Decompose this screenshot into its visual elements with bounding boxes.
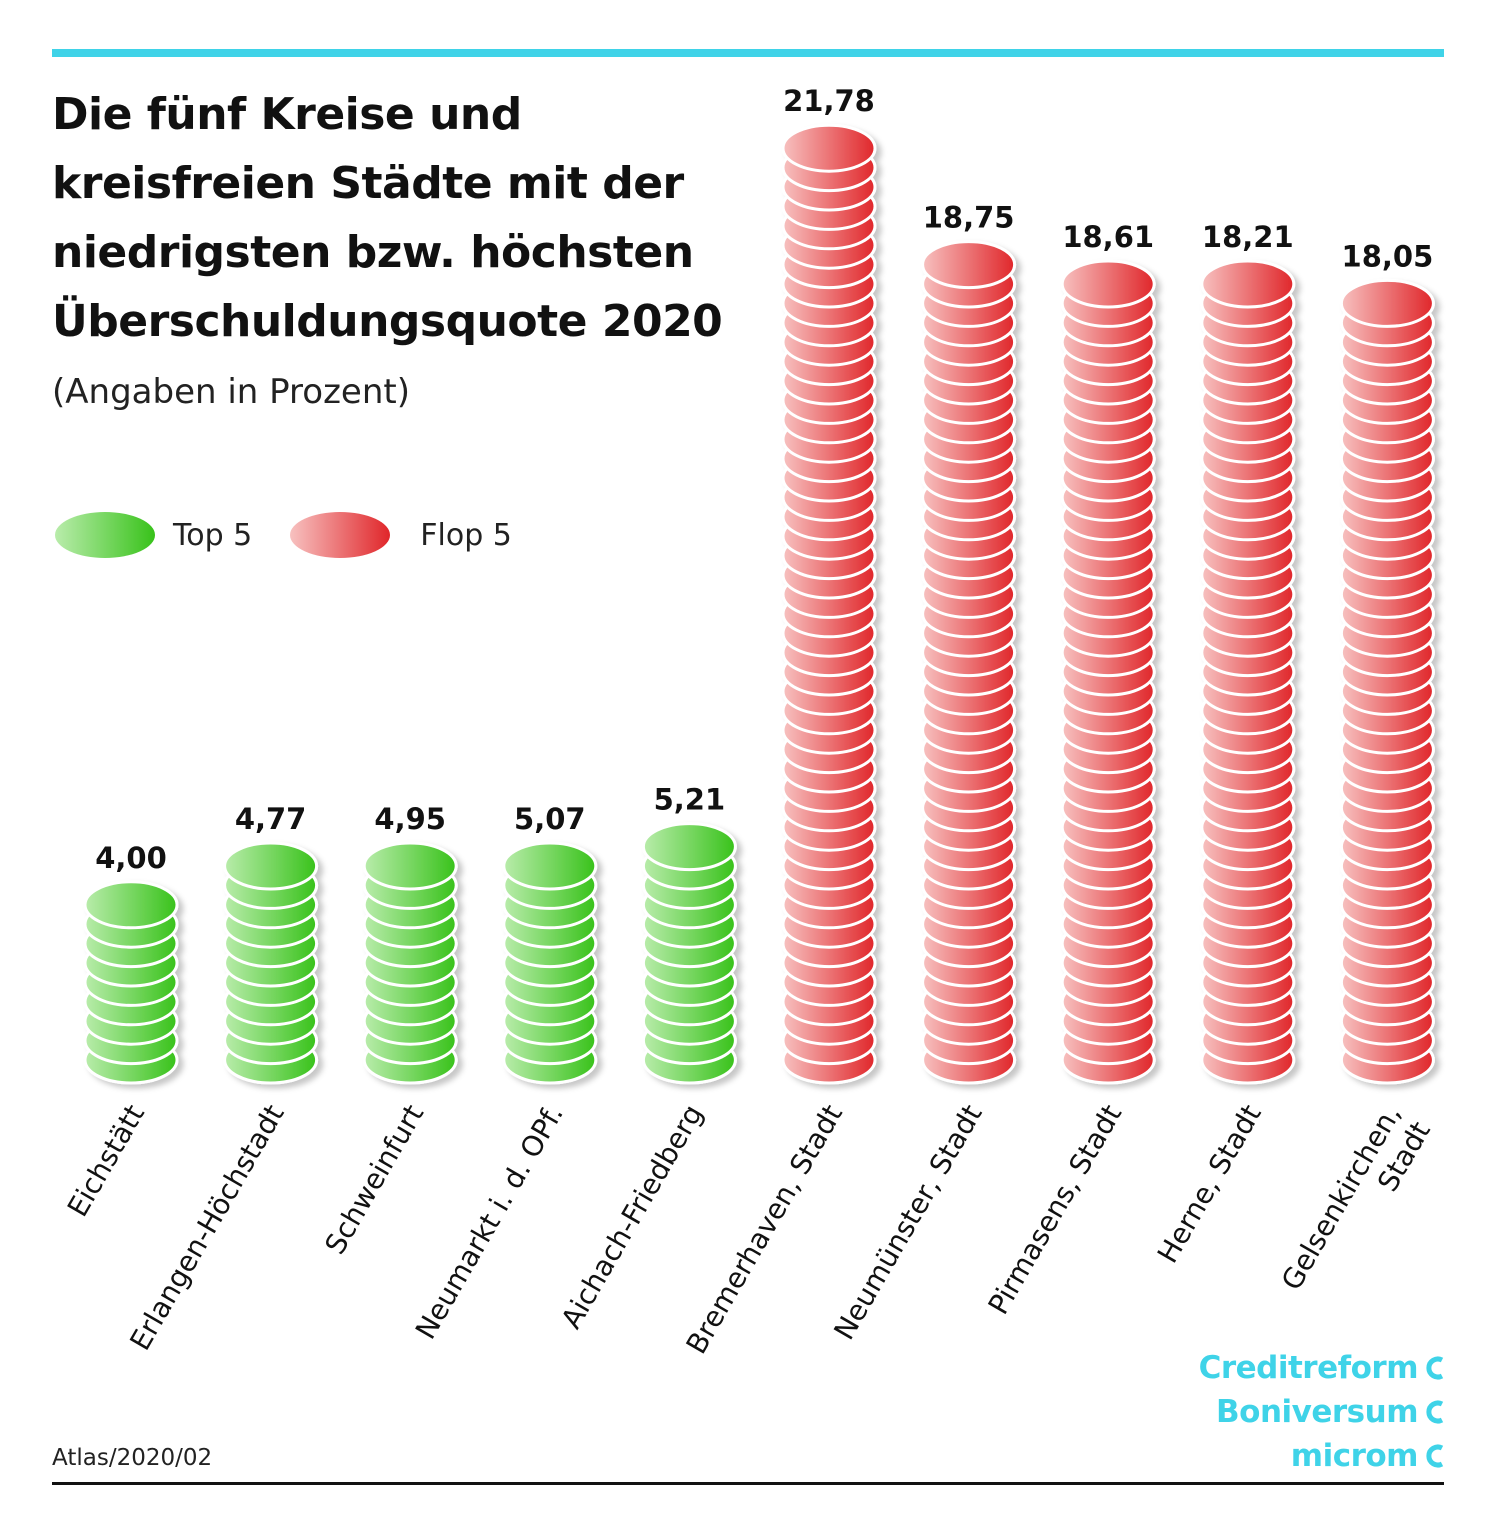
bottom-rule <box>52 1482 1444 1485</box>
value-label: 4,77 <box>235 802 307 836</box>
legend-swatch-green <box>55 512 155 558</box>
bar-stack <box>1060 259 1156 1085</box>
legend-item-flop5: Flop 5 <box>290 512 512 558</box>
logo-arc-icon <box>1426 1356 1444 1380</box>
coin <box>223 841 319 891</box>
category-label: Erlangen-Höchstadt <box>123 1099 290 1356</box>
top-accent-rule <box>52 49 1444 57</box>
brand-logo: Creditreform Boniversum microm <box>1199 1346 1444 1478</box>
coin <box>641 822 737 872</box>
bar-stack <box>223 841 319 1085</box>
category-label-line: Bremerhaven, Stadt <box>680 1099 849 1360</box>
logo-text-microm: microm <box>1290 1438 1419 1474</box>
legend-label-top5: Top 5 <box>173 517 253 553</box>
coin <box>362 841 458 891</box>
category-label: Herne, Stadt <box>1151 1099 1268 1269</box>
logo-line: Creditreform <box>1199 1346 1444 1390</box>
value-label: 18,75 <box>923 201 1015 235</box>
category-label-line: Eichstätt <box>61 1099 151 1222</box>
bar-stack <box>1200 259 1296 1085</box>
coin <box>1339 278 1435 328</box>
value-label: 4,95 <box>374 802 446 836</box>
value-label: 18,61 <box>1062 220 1154 254</box>
category-label-line: Herne, Stadt <box>1151 1099 1268 1269</box>
category-label-line: Pirmasens, Stadt <box>982 1099 1129 1320</box>
category-label-line: Aichach-Friedberg <box>555 1099 710 1334</box>
bar-stack <box>921 240 1017 1085</box>
legend: Top 5 Flop 5 <box>55 512 512 558</box>
category-label: Neumarkt i. d. OPf. <box>409 1099 570 1345</box>
bar-stack <box>83 880 179 1085</box>
bar-stack <box>1339 278 1435 1085</box>
logo-text-creditreform: Creditreform <box>1198 1350 1419 1386</box>
bar-stack <box>781 123 877 1085</box>
value-label: 18,21 <box>1202 220 1294 254</box>
value-label: 21,78 <box>783 84 875 118</box>
value-label: 5,21 <box>654 783 726 817</box>
logo-arc-icon <box>1426 1400 1444 1424</box>
bar-stack <box>362 841 458 1085</box>
category-label-line: Gelsenkirchen, <box>1275 1099 1408 1296</box>
logo-line: Boniversum <box>1199 1390 1444 1434</box>
category-label-line: Erlangen-Höchstadt <box>123 1099 290 1356</box>
coin <box>83 880 179 930</box>
category-label-line: Neumünster, Stadt <box>827 1099 988 1345</box>
chart-title: Die fünf Kreise und kreisfreien Städte m… <box>52 89 723 347</box>
coin <box>1200 259 1296 309</box>
category-label: Neumünster, Stadt <box>827 1099 988 1345</box>
coin <box>781 123 877 173</box>
coin <box>1060 259 1156 309</box>
legend-item-top5: Top 5 <box>55 512 290 558</box>
category-label: Eichstätt <box>61 1099 151 1222</box>
value-label: 4,00 <box>95 841 167 875</box>
category-label-line: Neumarkt i. d. OPf. <box>409 1099 570 1345</box>
category-label: Gelsenkirchen,Stadt <box>1275 1099 1437 1313</box>
logo-line: microm <box>1199 1434 1444 1478</box>
category-label: Aichach-Friedberg <box>555 1099 710 1334</box>
bar-stack <box>641 822 737 1085</box>
category-label: Bremerhaven, Stadt <box>680 1099 849 1360</box>
logo-arc-icon <box>1426 1444 1444 1468</box>
logo-text-boniversum: Boniversum <box>1216 1394 1418 1430</box>
category-label: Schweinfurt <box>318 1099 430 1260</box>
value-label: 18,05 <box>1342 239 1434 273</box>
legend-swatch-red <box>290 512 391 558</box>
category-label: Pirmasens, Stadt <box>982 1099 1129 1320</box>
coin <box>921 240 1017 290</box>
coin <box>502 841 598 891</box>
source-footer: Atlas/2020/02 <box>52 1445 213 1471</box>
legend-label-flop5: Flop 5 <box>420 517 512 553</box>
category-label-line: Schweinfurt <box>318 1099 430 1260</box>
chart-subtitle: (Angaben in Prozent) <box>52 372 410 412</box>
bar-stack <box>502 841 598 1085</box>
value-label: 5,07 <box>514 802 586 836</box>
